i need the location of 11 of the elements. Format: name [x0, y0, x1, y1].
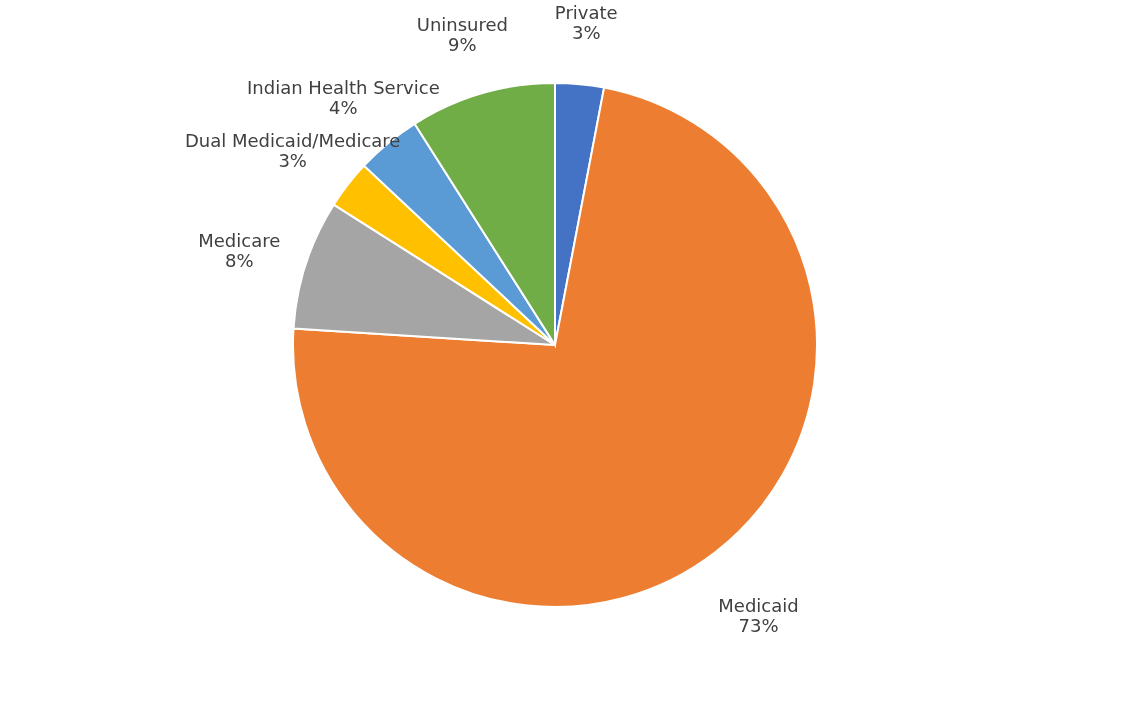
slice-label: Uninsured [416, 14, 509, 36]
slice-label: Indian Health Service [247, 77, 440, 99]
slice-label: Medicaid [718, 595, 799, 617]
data-label: 73% [738, 615, 779, 637]
slice-label: Medicare [198, 230, 281, 252]
data-label: 3% [571, 22, 601, 44]
data-label: 4% [329, 97, 358, 119]
data-label: 9% [448, 34, 477, 56]
slice-label: Private [554, 2, 618, 24]
data-label: 3% [278, 149, 307, 171]
data-label: 8% [224, 250, 254, 272]
